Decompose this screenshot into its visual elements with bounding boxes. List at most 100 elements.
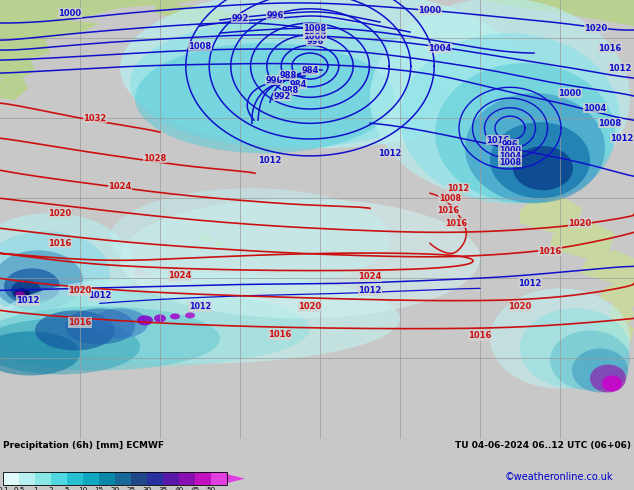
Ellipse shape [602, 375, 622, 392]
Ellipse shape [465, 93, 605, 203]
Text: TU 04-06-2024 06..12 UTC (06+06): TU 04-06-2024 06..12 UTC (06+06) [455, 441, 631, 449]
Polygon shape [213, 240, 224, 248]
Ellipse shape [572, 348, 628, 392]
Bar [163, 472, 179, 485]
Ellipse shape [0, 306, 220, 370]
Bar [131, 472, 147, 485]
Ellipse shape [120, 0, 520, 148]
Polygon shape [400, 40, 435, 60]
Text: 5: 5 [65, 487, 69, 490]
Text: 20: 20 [110, 487, 120, 490]
Text: 1000: 1000 [304, 31, 327, 41]
Text: 1016: 1016 [469, 331, 492, 340]
Ellipse shape [120, 198, 480, 318]
Polygon shape [200, 10, 250, 33]
Text: 1008: 1008 [304, 24, 327, 32]
Ellipse shape [11, 280, 41, 300]
Ellipse shape [4, 269, 60, 304]
Polygon shape [0, 56, 35, 80]
Text: 1004: 1004 [304, 26, 327, 36]
Text: 1012: 1012 [189, 302, 211, 311]
Ellipse shape [35, 310, 115, 350]
Text: 1020: 1020 [299, 302, 321, 311]
Text: 1016: 1016 [48, 239, 72, 248]
Text: 1004: 1004 [429, 44, 451, 52]
Text: 1008: 1008 [499, 158, 521, 167]
Polygon shape [245, 18, 285, 40]
Text: ©weatheronline.co.uk: ©weatheronline.co.uk [505, 472, 614, 482]
Bar [3, 472, 19, 485]
Bar [115, 472, 131, 485]
Bar [211, 472, 227, 485]
Text: 996: 996 [306, 37, 324, 46]
Text: 1008: 1008 [188, 42, 212, 50]
Text: 1016: 1016 [437, 206, 459, 215]
Ellipse shape [490, 122, 590, 198]
Text: 984: 984 [301, 66, 319, 74]
Ellipse shape [0, 318, 140, 374]
Text: 1016: 1016 [68, 318, 92, 327]
Text: 25: 25 [126, 487, 136, 490]
Text: 40: 40 [174, 487, 184, 490]
Text: 1016: 1016 [598, 44, 622, 52]
Text: 1012: 1012 [378, 148, 402, 158]
Polygon shape [520, 196, 582, 233]
Ellipse shape [490, 288, 630, 389]
Text: 35: 35 [158, 487, 167, 490]
Text: 1012: 1012 [611, 134, 634, 143]
Ellipse shape [65, 308, 135, 344]
Ellipse shape [370, 0, 630, 198]
Text: 1012: 1012 [88, 291, 112, 300]
Ellipse shape [135, 43, 395, 153]
Text: 992: 992 [273, 92, 290, 100]
Bar [99, 472, 115, 485]
Text: 1032: 1032 [84, 114, 107, 122]
Polygon shape [198, 233, 212, 244]
Text: 1000: 1000 [499, 146, 521, 155]
Ellipse shape [0, 331, 80, 375]
Ellipse shape [435, 63, 615, 203]
Text: 45: 45 [190, 487, 200, 490]
Bar [19, 472, 35, 485]
Text: 0.1: 0.1 [0, 487, 9, 490]
Ellipse shape [154, 315, 166, 322]
Text: 996: 996 [266, 10, 283, 20]
Bar [51, 472, 67, 485]
Polygon shape [0, 76, 28, 100]
Text: 1024: 1024 [358, 272, 382, 281]
Text: 1016: 1016 [268, 330, 292, 339]
Text: 15: 15 [94, 487, 103, 490]
Ellipse shape [0, 291, 310, 367]
Polygon shape [560, 6, 634, 26]
Text: 1012: 1012 [16, 296, 40, 305]
Polygon shape [175, 5, 215, 23]
Bar [83, 472, 99, 485]
Bar [179, 472, 195, 485]
Ellipse shape [14, 288, 30, 298]
Ellipse shape [110, 188, 390, 288]
Text: 1020: 1020 [568, 219, 592, 228]
Polygon shape [310, 22, 330, 33]
Text: 1000: 1000 [418, 5, 441, 15]
Text: 1012: 1012 [447, 184, 469, 193]
Text: 1016: 1016 [538, 247, 562, 256]
Polygon shape [364, 32, 382, 43]
Text: 1024: 1024 [168, 271, 191, 280]
Text: 1020: 1020 [68, 286, 92, 295]
Text: 996: 996 [265, 75, 283, 85]
Polygon shape [590, 318, 634, 348]
Ellipse shape [185, 313, 195, 318]
Text: 30: 30 [143, 487, 152, 490]
Ellipse shape [520, 308, 630, 389]
Text: 1012: 1012 [608, 64, 631, 73]
Text: 50: 50 [207, 487, 216, 490]
Text: 1004: 1004 [499, 152, 521, 161]
Polygon shape [155, 0, 185, 18]
Ellipse shape [137, 316, 153, 325]
Polygon shape [480, 0, 634, 23]
Text: 988: 988 [280, 71, 297, 79]
Text: 988: 988 [281, 86, 299, 95]
Text: 996: 996 [501, 140, 518, 148]
Polygon shape [490, 160, 550, 196]
Ellipse shape [0, 213, 135, 323]
